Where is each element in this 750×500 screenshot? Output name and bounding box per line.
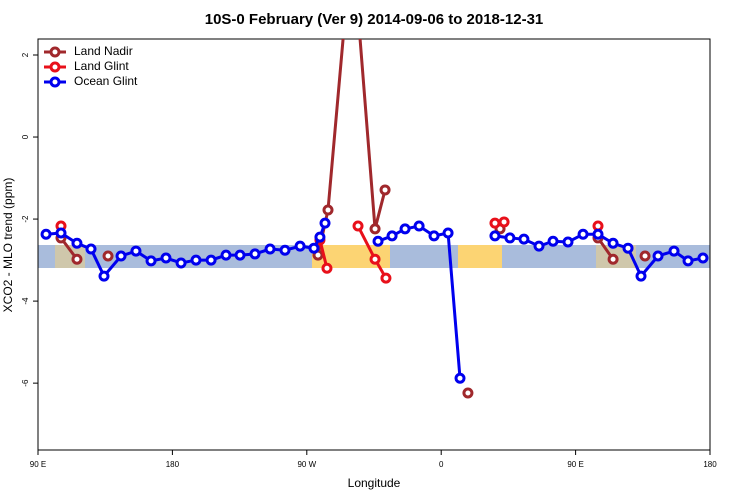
data-point (85, 243, 97, 255)
y-axis-label: XCO2 - MLO trend (ppm) (1, 178, 15, 313)
data-point (639, 250, 651, 262)
data-point (372, 235, 384, 247)
data-point (71, 253, 83, 265)
x-tick-label: 180 (166, 460, 180, 469)
data-point (498, 216, 510, 228)
data-point (249, 248, 261, 260)
data-point (518, 233, 530, 245)
legend-label: Land Nadir (74, 44, 133, 58)
data-point (40, 228, 52, 240)
data-point (264, 243, 276, 255)
data-point (635, 270, 647, 282)
data-point (592, 228, 604, 240)
data-point (652, 250, 664, 262)
data-point (489, 217, 501, 229)
data-point (205, 254, 217, 266)
y-tick-label: -4 (21, 297, 30, 305)
data-point (428, 230, 440, 242)
data-point (314, 231, 326, 243)
data-point (668, 245, 680, 257)
data-point (454, 372, 466, 384)
data-point (369, 253, 381, 265)
y-tick-label: 0 (21, 134, 30, 139)
data-point (279, 244, 291, 256)
legend-marker (49, 61, 61, 73)
data-point (322, 204, 334, 216)
data-point (220, 249, 232, 261)
plot-area (40, 0, 709, 399)
data-point (321, 262, 333, 274)
data-point (115, 250, 127, 262)
data-point (489, 230, 501, 242)
data-point (682, 255, 694, 267)
data-point (607, 237, 619, 249)
legend-marker (49, 76, 61, 88)
x-axis-label: Longitude (348, 476, 401, 490)
legend-label: Ocean Glint (74, 74, 138, 88)
data-point (386, 230, 398, 242)
data-point (308, 242, 320, 254)
legend-label: Land Glint (74, 59, 129, 73)
y-tick-label: -6 (21, 379, 30, 387)
x-tick-label: 0 (439, 460, 444, 469)
data-point (319, 217, 331, 229)
y-tick-label: 2 (21, 52, 30, 57)
data-point (190, 254, 202, 266)
data-point (352, 220, 364, 232)
data-point (547, 235, 559, 247)
data-point (562, 236, 574, 248)
data-point (380, 272, 392, 284)
x-tick-label: 90 W (297, 460, 316, 469)
data-point (504, 232, 516, 244)
data-point (294, 240, 306, 252)
data-point (234, 249, 246, 261)
data-point (175, 257, 187, 269)
data-point (462, 387, 474, 399)
legend-marker (49, 46, 61, 58)
data-point (369, 223, 381, 235)
data-point (577, 228, 589, 240)
y-tick-label: -2 (21, 215, 30, 223)
x-tick-label: 90 E (567, 460, 583, 469)
data-point (622, 242, 634, 254)
data-point (607, 253, 619, 265)
data-point (160, 252, 172, 264)
data-point (399, 223, 411, 235)
data-point (697, 252, 709, 264)
data-point (379, 184, 391, 196)
data-point (102, 250, 114, 262)
data-point (98, 270, 110, 282)
x-tick-label: 180 (703, 460, 717, 469)
data-point (533, 240, 545, 252)
data-point (55, 227, 67, 239)
data-point (130, 245, 142, 257)
chart-title: 10S-0 February (Ver 9) 2014-09-06 to 201… (205, 11, 544, 28)
x-tick-label: 90 E (30, 460, 46, 469)
data-point (413, 220, 425, 232)
data-point (71, 237, 83, 249)
data-point (442, 227, 454, 239)
data-point (145, 255, 157, 267)
plot-frame (37, 38, 711, 451)
